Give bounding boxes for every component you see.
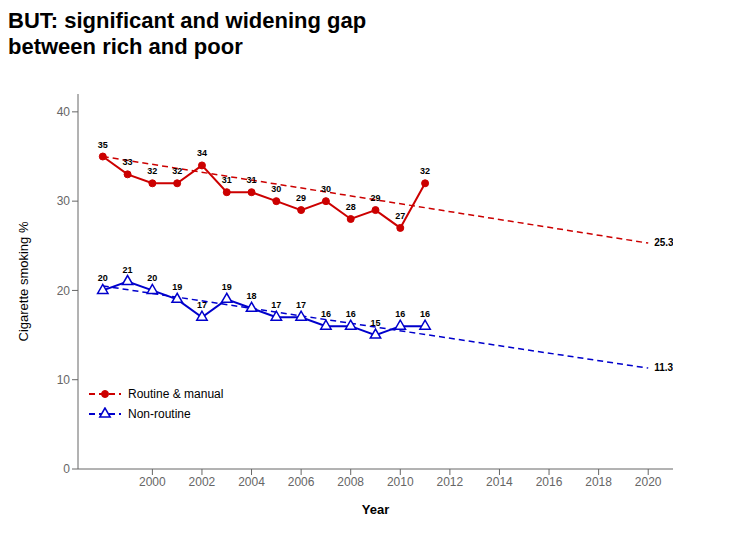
html-text:Non-routine: Non-routine bbox=[128, 407, 191, 421]
svg-text:2020: 2020 bbox=[635, 475, 662, 489]
svg-text:18: 18 bbox=[247, 291, 257, 301]
svg-text:2010: 2010 bbox=[387, 475, 414, 489]
svg-text:29: 29 bbox=[296, 193, 306, 203]
svg-text:2012: 2012 bbox=[437, 475, 464, 489]
svg-text:16: 16 bbox=[420, 309, 430, 319]
svg-text:30: 30 bbox=[321, 184, 331, 194]
svg-text:2000: 2000 bbox=[139, 475, 166, 489]
svg-text:2004: 2004 bbox=[238, 475, 265, 489]
svg-text:33: 33 bbox=[123, 157, 133, 167]
svg-text:16: 16 bbox=[346, 309, 356, 319]
svg-text:2006: 2006 bbox=[288, 475, 315, 489]
svg-text:40: 40 bbox=[57, 105, 71, 119]
svg-text:20: 20 bbox=[98, 273, 108, 283]
svg-text:2016: 2016 bbox=[536, 475, 563, 489]
svg-text:2008: 2008 bbox=[337, 475, 364, 489]
svg-text:31: 31 bbox=[247, 175, 257, 185]
svg-text:31: 31 bbox=[222, 175, 232, 185]
svg-text:19: 19 bbox=[172, 282, 182, 292]
svg-text:32: 32 bbox=[172, 166, 182, 176]
svg-text:17: 17 bbox=[296, 300, 306, 310]
svg-text:17: 17 bbox=[271, 300, 281, 310]
svg-text:30: 30 bbox=[271, 184, 281, 194]
svg-text:Year: Year bbox=[362, 502, 389, 517]
svg-text:29: 29 bbox=[370, 193, 380, 203]
svg-text:32: 32 bbox=[147, 166, 157, 176]
html-text:BUT: significant and widening: BUT: significant and widening gap betwee… bbox=[8, 8, 367, 60]
svg-text:16: 16 bbox=[321, 309, 331, 319]
svg-text:16: 16 bbox=[395, 309, 405, 319]
svg-text:15: 15 bbox=[370, 318, 380, 328]
svg-text:Cigarette smoking %: Cigarette smoking % bbox=[16, 221, 31, 341]
svg-text:32: 32 bbox=[420, 166, 430, 176]
svg-text:34: 34 bbox=[197, 148, 207, 158]
svg-text:35: 35 bbox=[98, 140, 108, 150]
svg-text:11.3: 11.3 bbox=[654, 362, 673, 373]
svg-text:21: 21 bbox=[123, 265, 133, 275]
svg-text:2014: 2014 bbox=[486, 475, 513, 489]
html-text:Routine & manual: Routine & manual bbox=[128, 387, 224, 401]
svg-text:28: 28 bbox=[346, 202, 356, 212]
svg-text:20: 20 bbox=[147, 273, 157, 283]
svg-text:19: 19 bbox=[222, 282, 232, 292]
svg-text:20: 20 bbox=[57, 284, 71, 298]
svg-text:10: 10 bbox=[57, 373, 71, 387]
svg-text:17: 17 bbox=[197, 300, 207, 310]
svg-text:0: 0 bbox=[63, 462, 70, 476]
svg-text:2002: 2002 bbox=[189, 475, 216, 489]
svg-text:30: 30 bbox=[57, 194, 71, 208]
svg-text:25.3: 25.3 bbox=[654, 237, 673, 248]
svg-text:2018: 2018 bbox=[585, 475, 612, 489]
svg-text:27: 27 bbox=[395, 211, 405, 221]
